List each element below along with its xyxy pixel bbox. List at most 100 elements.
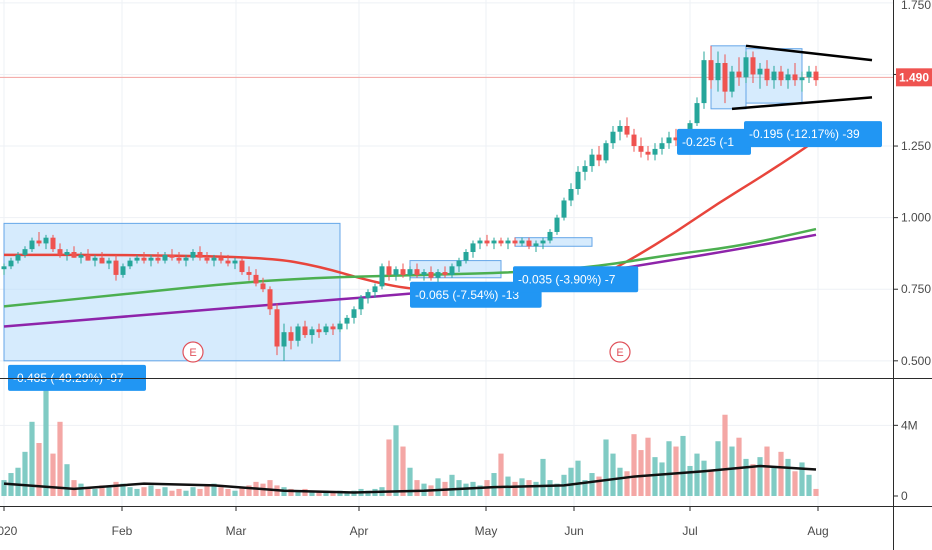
candle	[246, 266, 252, 281]
ma-line-green	[3, 227, 817, 308]
candle	[743, 51, 749, 84]
candle	[498, 237, 504, 247]
candle-body	[778, 71, 784, 81]
time-axis-label: Jul	[682, 524, 697, 538]
candle	[29, 237, 35, 252]
candle-body	[470, 243, 476, 252]
volume-bar	[540, 458, 546, 496]
candle-body	[141, 257, 147, 261]
candle-body	[71, 252, 77, 258]
volume-bar	[400, 446, 406, 496]
candle-body	[596, 154, 602, 161]
volume-bar	[267, 480, 273, 496]
volume-bar	[43, 386, 49, 496]
candle-body	[386, 266, 392, 275]
candle	[127, 257, 133, 270]
candle	[785, 68, 791, 89]
candle-body	[736, 71, 742, 78]
candle	[435, 269, 441, 284]
time-axis-label: 2020	[0, 524, 18, 538]
candle	[309, 326, 315, 344]
volume-layer	[1, 386, 819, 496]
earnings-marker[interactable]: E	[182, 341, 204, 363]
volume-bar	[771, 465, 777, 496]
candle	[673, 128, 679, 147]
volume-bar	[204, 485, 210, 496]
volume-bar	[743, 458, 749, 496]
candle	[190, 249, 196, 261]
volume-bar	[323, 490, 329, 496]
measure-label-text: -0.485 (-49.29%) -97	[13, 371, 124, 385]
candle-body	[750, 57, 756, 75]
candle	[344, 315, 350, 330]
candle-body	[379, 266, 385, 287]
candle	[463, 249, 469, 264]
volume-bar	[554, 483, 560, 496]
candle	[736, 57, 742, 86]
candle	[218, 252, 224, 264]
candle	[407, 266, 413, 281]
candle-body	[204, 257, 210, 261]
candle	[778, 65, 784, 86]
candle	[813, 65, 819, 86]
measure-label: -0.225 (-1	[677, 128, 751, 155]
candle	[288, 326, 294, 350]
price-axis-label: 0.500	[901, 354, 931, 368]
volume-bar	[652, 457, 658, 496]
candle-body	[659, 143, 665, 149]
earnings-marker[interactable]: E	[609, 341, 631, 363]
candle	[106, 257, 112, 270]
candle-body	[400, 269, 406, 275]
candle-body	[540, 240, 546, 244]
candle-body	[666, 137, 672, 144]
candle	[148, 254, 154, 267]
volume-bar	[407, 467, 413, 496]
candle	[57, 243, 63, 258]
candle	[134, 254, 140, 264]
measure-label-text: -0.035 (-3.90%) -7	[518, 272, 616, 286]
volume-bar	[757, 457, 763, 496]
volume-bar	[155, 488, 161, 496]
candle-body	[771, 71, 777, 81]
last-price-label: 1.490	[896, 68, 932, 87]
volume-bar	[176, 488, 182, 496]
time-axis-label: Apr	[350, 524, 369, 538]
volume-bar	[785, 458, 791, 496]
candle-body	[92, 257, 98, 261]
volume-bar	[610, 453, 616, 496]
volume-bar	[29, 421, 35, 496]
last-price-text: 1.490	[899, 70, 929, 84]
candle	[421, 269, 427, 281]
candle	[260, 277, 266, 293]
candle-body	[316, 329, 322, 333]
candle-body	[36, 240, 42, 244]
candle	[50, 234, 56, 252]
candle	[764, 60, 770, 86]
candle-body	[260, 283, 266, 290]
volume-bar	[589, 473, 595, 496]
last-price-badge	[896, 68, 932, 87]
volume-bar	[806, 474, 812, 496]
volume-bar	[239, 487, 245, 496]
candle	[729, 65, 735, 98]
volume-bar	[498, 453, 504, 496]
volume-bar	[169, 490, 175, 496]
candle	[78, 252, 84, 264]
candle-body	[155, 257, 161, 261]
candle-body	[351, 309, 357, 318]
volume-bar	[99, 485, 105, 496]
candle-body	[442, 272, 448, 275]
candle-body	[43, 237, 49, 244]
volume-bar	[715, 441, 721, 496]
candle-body	[127, 260, 133, 267]
volume-axis-label: 4M	[901, 418, 918, 432]
candle-body	[645, 151, 651, 155]
candle-body	[792, 74, 798, 81]
volume-bar	[15, 467, 21, 496]
candle	[582, 160, 588, 181]
candle	[295, 323, 301, 347]
candle	[141, 252, 147, 264]
volume-bar	[183, 490, 189, 496]
candle	[15, 252, 21, 264]
